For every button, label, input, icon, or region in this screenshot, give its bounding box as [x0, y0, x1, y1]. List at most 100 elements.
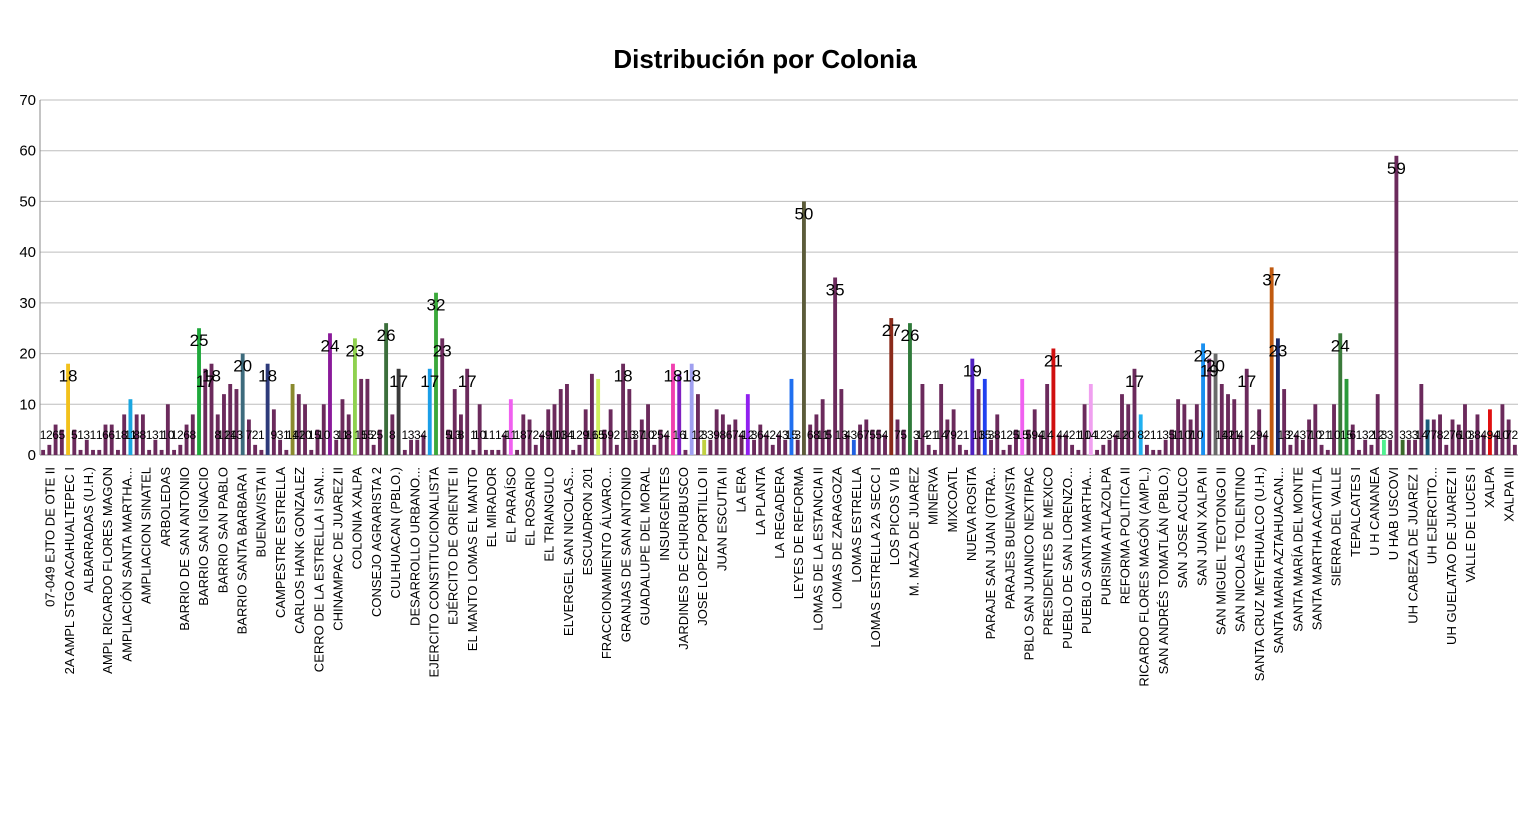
- bar-value-label: 10: [317, 428, 331, 442]
- bar-value-label: 4: [1038, 428, 1045, 442]
- bar-value-label: 9: [271, 428, 278, 442]
- bar: [945, 419, 950, 455]
- bar: [1269, 267, 1274, 455]
- x-category-label: MINERVA: [926, 467, 941, 525]
- bar-value-label: 15: [354, 428, 368, 442]
- bar: [259, 449, 264, 455]
- bar-value-label: 7: [246, 428, 253, 442]
- bar: [646, 404, 650, 455]
- bar-value-label: 12: [741, 428, 755, 442]
- bar: [415, 439, 420, 455]
- bar: [1325, 449, 1330, 455]
- x-category-label: U H CANANEA: [1367, 467, 1382, 556]
- bar-value-label: 3: [414, 428, 421, 442]
- bar: [452, 389, 457, 455]
- bar-value-label: 13: [554, 428, 568, 442]
- bar-value-label: 4: [1112, 428, 1119, 442]
- bar: [172, 449, 177, 455]
- bar: [658, 429, 663, 455]
- x-category-label: ALBARRADAS (U.H.): [81, 467, 96, 593]
- bar-value-label: 15: [1340, 428, 1354, 442]
- bar: [290, 384, 295, 455]
- bar-value-label: 7: [732, 428, 739, 442]
- bar-value-label: 3: [408, 428, 415, 442]
- bar-value-label: 3: [707, 428, 714, 442]
- bar: [1450, 419, 1455, 455]
- bar-value-label: 3: [1300, 428, 1307, 442]
- bar-value-label: 1: [470, 428, 477, 442]
- bar: [253, 444, 258, 455]
- x-category-label: XALPA III: [1501, 467, 1516, 522]
- x-category-label: FRACCIONAMIENTO ÁLVARO...: [599, 467, 614, 659]
- bar: [639, 419, 644, 455]
- y-tick-label: 10: [19, 396, 36, 413]
- bar-value-label: 4: [844, 428, 851, 442]
- bar-value-label: 7: [944, 428, 951, 442]
- x-category-label: M. MAZA DE JUAREZ: [906, 467, 921, 596]
- x-category-label: MIXCOATL: [945, 467, 960, 533]
- bar: [671, 363, 675, 455]
- bar: [764, 434, 769, 455]
- bar-value-label: 3: [782, 428, 789, 442]
- bar-value-label: 12: [217, 428, 231, 442]
- bar-value-label: 59: [1387, 159, 1406, 178]
- bar: [970, 358, 975, 455]
- x-category-label: GRANJAS DE SAN ANTONIO: [618, 467, 633, 642]
- bar-value-label: 14: [1084, 428, 1098, 442]
- bar: [321, 404, 326, 455]
- bar: [602, 429, 607, 455]
- bar-value-label: 8: [1137, 428, 1144, 442]
- chart-title: Distribución por Colonia: [613, 44, 917, 74]
- bar: [571, 449, 576, 455]
- bar: [128, 399, 133, 455]
- bar: [184, 424, 189, 455]
- bar: [328, 333, 332, 455]
- bar-value-label: 8: [994, 428, 1001, 442]
- bar: [377, 429, 382, 455]
- bar-value-label: 8: [813, 428, 820, 442]
- bar: [434, 292, 438, 455]
- bar-value-label: 19: [1200, 362, 1219, 381]
- x-category-label: VALLE DE LUCES I: [1463, 467, 1478, 582]
- bar-value-label: 6: [102, 428, 109, 442]
- bar-value-label: 5: [314, 428, 321, 442]
- bar-value-label: 1: [171, 428, 178, 442]
- bar: [334, 439, 339, 455]
- x-category-label: JOSE LOPEZ PORTILLO II: [695, 467, 710, 626]
- bar: [72, 429, 77, 455]
- bar: [1138, 414, 1143, 455]
- bar-value-label: 35: [826, 281, 845, 300]
- bar: [1007, 444, 1012, 455]
- x-category-label: ARBOLEDAS: [158, 467, 173, 547]
- bar-value-label: 24: [321, 336, 340, 355]
- bar: [66, 363, 70, 455]
- bar-value-label: 6: [857, 428, 864, 442]
- bar-value-label: 3: [988, 428, 995, 442]
- bar: [720, 414, 725, 455]
- x-category-label: EL MIRADOR: [484, 467, 499, 547]
- bar: [995, 414, 1000, 455]
- bar: [165, 404, 170, 455]
- bar-value-label: 14: [286, 428, 300, 442]
- bar-value-label: 8: [140, 428, 147, 442]
- bar: [802, 201, 806, 455]
- x-category-label: PARAJES BUENAVISTA: [1002, 467, 1017, 610]
- bar-value-label: 24: [1331, 336, 1350, 355]
- x-category-label: LOMAS ESTRELLA 2A SECC I: [868, 467, 883, 648]
- bar: [421, 434, 426, 455]
- bar-value-label: 14: [934, 428, 948, 442]
- bar: [1413, 439, 1418, 455]
- bar-value-label: 1: [77, 428, 84, 442]
- bar: [951, 409, 956, 455]
- bar-value-label: 1: [146, 428, 153, 442]
- bar-value-label: 10: [1078, 428, 1092, 442]
- bar: [858, 424, 863, 455]
- bar-value-label: 7: [1449, 428, 1456, 442]
- bar-value-label: 8: [458, 428, 465, 442]
- bar: [1400, 439, 1405, 455]
- x-category-label: LA REGADERA: [772, 467, 787, 559]
- x-category-label: RICARDO FLORES MAGÓN (AMPL.): [1137, 467, 1152, 687]
- bar: [552, 404, 557, 455]
- bar: [1145, 444, 1149, 455]
